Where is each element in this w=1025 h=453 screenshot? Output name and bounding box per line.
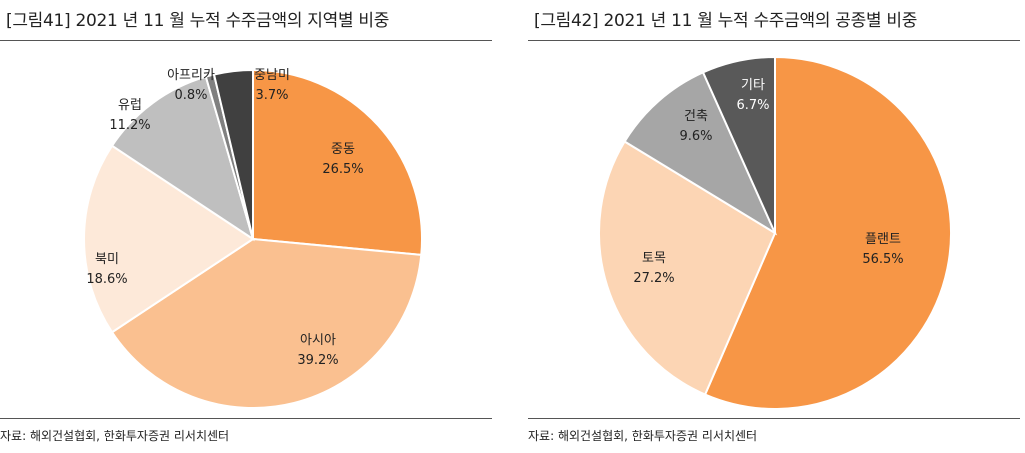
slice-value-label: 0.8%	[174, 88, 207, 103]
slice-value-label: 26.5%	[322, 162, 363, 177]
title-rule	[0, 40, 492, 41]
pie-slice	[110, 75, 255, 242]
source-note: 자료: 해외건설협회, 한화투자증권 리서치센터	[528, 429, 758, 443]
title-rule	[528, 40, 1020, 41]
slice-label: 유럽	[118, 98, 142, 113]
source-rule	[0, 418, 492, 419]
pie-chart-work-type: 플랜트 56.5% 토목 27.2% 건축 9.6% 기타 6.7%	[598, 55, 952, 410]
slice-label: 기타	[741, 78, 765, 93]
pie-slice	[252, 68, 423, 256]
pie-slice	[623, 71, 778, 236]
slice-value-label: 6.7%	[736, 98, 769, 113]
slice-value-label: 3.7%	[255, 88, 288, 103]
slice-label: 중동	[331, 142, 355, 157]
slice-label: 아시아	[300, 333, 336, 348]
pie-slice	[212, 68, 254, 240]
slice-label: 아프리카	[167, 68, 215, 83]
slice-value-label: 56.5%	[862, 252, 903, 267]
source-note: 자료: 해외건설협회, 한화투자증권 리서치센터	[0, 429, 230, 443]
slice-label: 플랜트	[865, 232, 901, 247]
pie-slice	[703, 55, 952, 410]
slice-label: 북미	[95, 252, 119, 267]
source-rule	[528, 418, 1020, 419]
slice-label: 중남미	[254, 68, 290, 83]
slice-label: 건축	[684, 109, 708, 124]
slice-label: 토목	[642, 251, 666, 266]
chart-panel-right: [그림42] 2021 년 11 월 누적 수주금액의 공종별 비중 플랜트 56…	[528, 0, 1025, 453]
slice-value-label: 18.6%	[86, 272, 127, 287]
slice-value-label: 39.2%	[297, 353, 338, 368]
chart-title: [그림42] 2021 년 11 월 누적 수주금액의 공종별 비중	[534, 11, 918, 31]
slice-value-label: 27.2%	[633, 271, 674, 286]
slice-value-label: 9.6%	[679, 129, 712, 144]
slice-value-label: 11.2%	[109, 118, 150, 133]
pie-slice	[83, 144, 255, 334]
chart-title: [그림41] 2021 년 11 월 누적 수주금액의 지역별 비중	[6, 11, 390, 31]
chart-panel-left: [그림41] 2021 년 11 월 누적 수주금액의 지역별 비중 중동 26.…	[0, 0, 497, 453]
pie-chart-region: 중동 26.5% 아시아 39.2% 북미 18.6% 유럽 11.2% 아프리카 0.8% 중남미…	[83, 68, 423, 409]
pie-slice	[701, 55, 776, 234]
pie-slice	[598, 140, 777, 396]
